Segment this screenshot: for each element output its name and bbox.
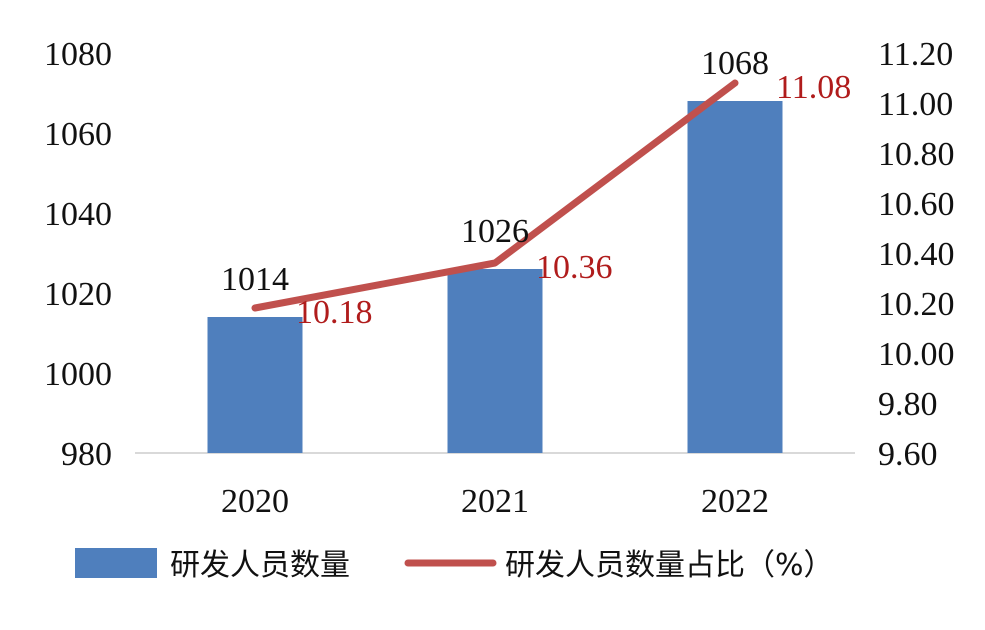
bar-data-labels: 1014 1026 1068 [221, 45, 769, 298]
line-path [251, 79, 739, 312]
bar-data-label: 1014 [221, 261, 289, 298]
left-axis-ticks: 980 1000 1020 1040 1060 1080 [44, 36, 112, 473]
right-tick-label: 9.80 [878, 386, 938, 423]
x-tick-label: 2022 [701, 483, 769, 520]
bar-series [207, 101, 783, 453]
right-tick-label: 10.40 [878, 236, 955, 273]
right-tick-label: 10.00 [878, 336, 955, 373]
bar-data-label: 1068 [701, 45, 769, 82]
line-data-label: 11.08 [776, 69, 851, 106]
legend-bar-label: 研发人员数量 [170, 548, 350, 583]
left-tick-label: 1060 [44, 116, 112, 153]
legend: 研发人员数量 研发人员数量占比（%） [75, 548, 834, 583]
line-series [251, 79, 739, 312]
bar-data-label: 1026 [461, 213, 529, 250]
x-tick-label: 2021 [461, 483, 529, 520]
left-tick-label: 1080 [44, 36, 112, 73]
left-tick-label: 1000 [44, 356, 112, 393]
right-tick-label: 11.20 [878, 36, 953, 73]
bar [447, 269, 543, 453]
x-axis-ticks: 2020 2021 2022 [221, 483, 769, 520]
legend-bar-swatch [75, 548, 157, 578]
right-tick-label: 10.60 [878, 186, 955, 223]
left-tick-label: 1020 [44, 276, 112, 313]
bar [207, 317, 303, 453]
bar [687, 101, 783, 453]
right-tick-label: 11.00 [878, 86, 953, 123]
left-tick-label: 1040 [44, 196, 112, 233]
right-axis-ticks: 9.60 9.80 10.00 10.20 10.40 10.60 10.80 11.00 11… [878, 36, 955, 473]
line-data-label: 10.18 [296, 294, 373, 331]
line-data-labels: 10.18 10.36 11.08 [296, 69, 851, 331]
right-tick-label: 9.60 [878, 436, 938, 473]
right-tick-label: 10.80 [878, 136, 955, 173]
line-data-label: 10.36 [536, 249, 613, 286]
x-tick-label: 2020 [221, 483, 289, 520]
left-tick-label: 980 [61, 436, 112, 473]
legend-line-label: 研发人员数量占比（%） [505, 548, 834, 583]
right-tick-label: 10.20 [878, 286, 955, 323]
